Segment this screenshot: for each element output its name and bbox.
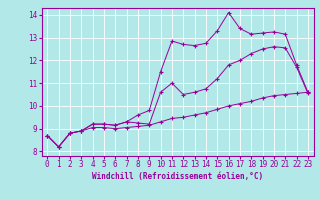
X-axis label: Windchill (Refroidissement éolien,°C): Windchill (Refroidissement éolien,°C) — [92, 172, 263, 181]
